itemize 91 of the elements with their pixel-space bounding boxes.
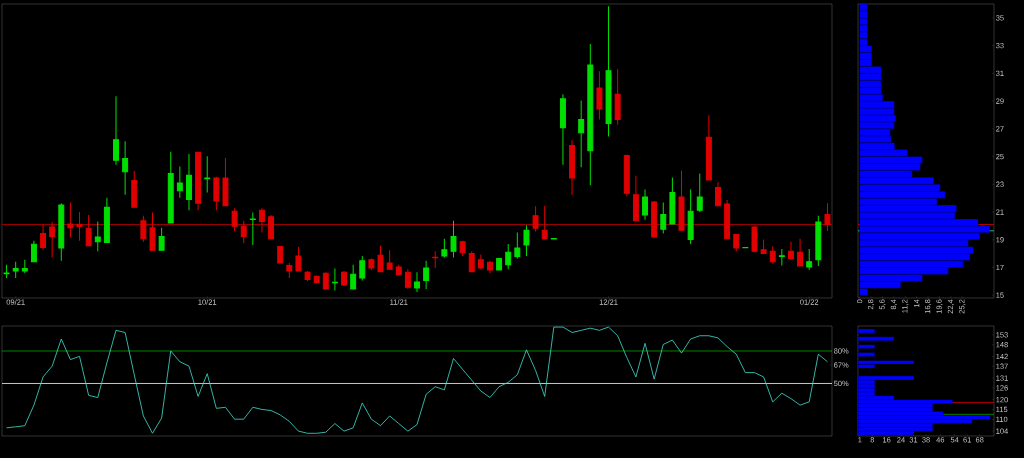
candlestick [76, 211, 83, 242]
candlestick [596, 70, 603, 120]
candlestick [240, 220, 247, 244]
candlestick [3, 264, 10, 279]
candlestick [550, 237, 557, 240]
candlestick [660, 202, 667, 234]
candlestick [423, 260, 430, 290]
candlestick [459, 240, 466, 257]
candlestick [778, 248, 785, 266]
candlestick [85, 214, 92, 247]
candlestick [815, 215, 822, 267]
candlestick [231, 207, 238, 232]
candlestick [295, 246, 302, 272]
candlestick [751, 225, 758, 253]
candlestick [222, 157, 229, 207]
candlestick [58, 202, 65, 262]
candlestick [331, 267, 338, 292]
candlestick [158, 227, 165, 251]
candlestick [468, 250, 475, 273]
candlestick [249, 212, 256, 246]
candlestick [487, 260, 493, 274]
candlestick [559, 93, 566, 166]
candlestick [12, 261, 19, 279]
candlestick [149, 212, 156, 251]
candlestick [678, 170, 685, 232]
candlestick [186, 153, 192, 211]
candlestick [477, 253, 484, 270]
candlestick [122, 140, 129, 196]
candlestick [103, 197, 110, 243]
candlestick [696, 173, 703, 213]
candlestick [614, 68, 621, 126]
candlestick [441, 238, 448, 258]
candlestick [705, 114, 712, 181]
candlestick [140, 215, 147, 243]
candlestick [505, 243, 512, 270]
candlestick [350, 264, 357, 290]
candlestick [258, 207, 265, 233]
candlestick [642, 188, 648, 221]
candlestick [195, 151, 202, 211]
candlestick [496, 257, 503, 271]
candlestick [788, 241, 794, 261]
candlestick [176, 165, 183, 199]
candlestick [268, 214, 275, 240]
candlestick [760, 239, 767, 254]
candlestick [377, 245, 384, 273]
candlestick [569, 139, 576, 196]
candlestick [213, 176, 220, 211]
candlestick [313, 274, 320, 285]
candlestick [21, 259, 28, 274]
candlestick [578, 100, 585, 168]
candlestick [514, 231, 521, 259]
candlestick [322, 271, 329, 290]
candlestick [395, 264, 402, 276]
candlestick [769, 246, 776, 265]
candlestick [632, 175, 639, 222]
candlestick [277, 245, 284, 264]
candlestick [167, 151, 174, 224]
candlestick [806, 248, 813, 271]
candlestick [605, 5, 612, 138]
candlestick [94, 220, 101, 252]
line-series [6, 326, 828, 434]
candlestick [49, 221, 56, 258]
candlestick [432, 250, 439, 269]
candlestick [131, 170, 138, 208]
candlestick [67, 202, 74, 238]
candlestick [541, 205, 548, 241]
candlestick [623, 154, 630, 197]
candlestick [359, 255, 366, 281]
candlestick [824, 202, 831, 232]
candlestick [414, 271, 420, 293]
candlestick [404, 268, 411, 290]
candlestick [40, 224, 47, 251]
candlestick [286, 262, 293, 279]
candlestick [113, 95, 119, 166]
candlestick [450, 220, 457, 258]
candlestick [724, 199, 731, 240]
candlestick [715, 181, 721, 207]
candlestick [687, 188, 694, 245]
candlestick [797, 238, 804, 267]
candlestick [523, 224, 530, 257]
candlestick [669, 176, 676, 225]
candlestick [204, 155, 211, 193]
candlestick [304, 270, 311, 282]
candlestick [386, 249, 393, 270]
candlestick [733, 233, 740, 252]
candlestick [532, 205, 539, 232]
candlestick [368, 257, 375, 271]
candlestick [30, 240, 37, 263]
candlestick [341, 270, 347, 287]
candlestick [651, 200, 658, 239]
candlestick [587, 43, 594, 186]
